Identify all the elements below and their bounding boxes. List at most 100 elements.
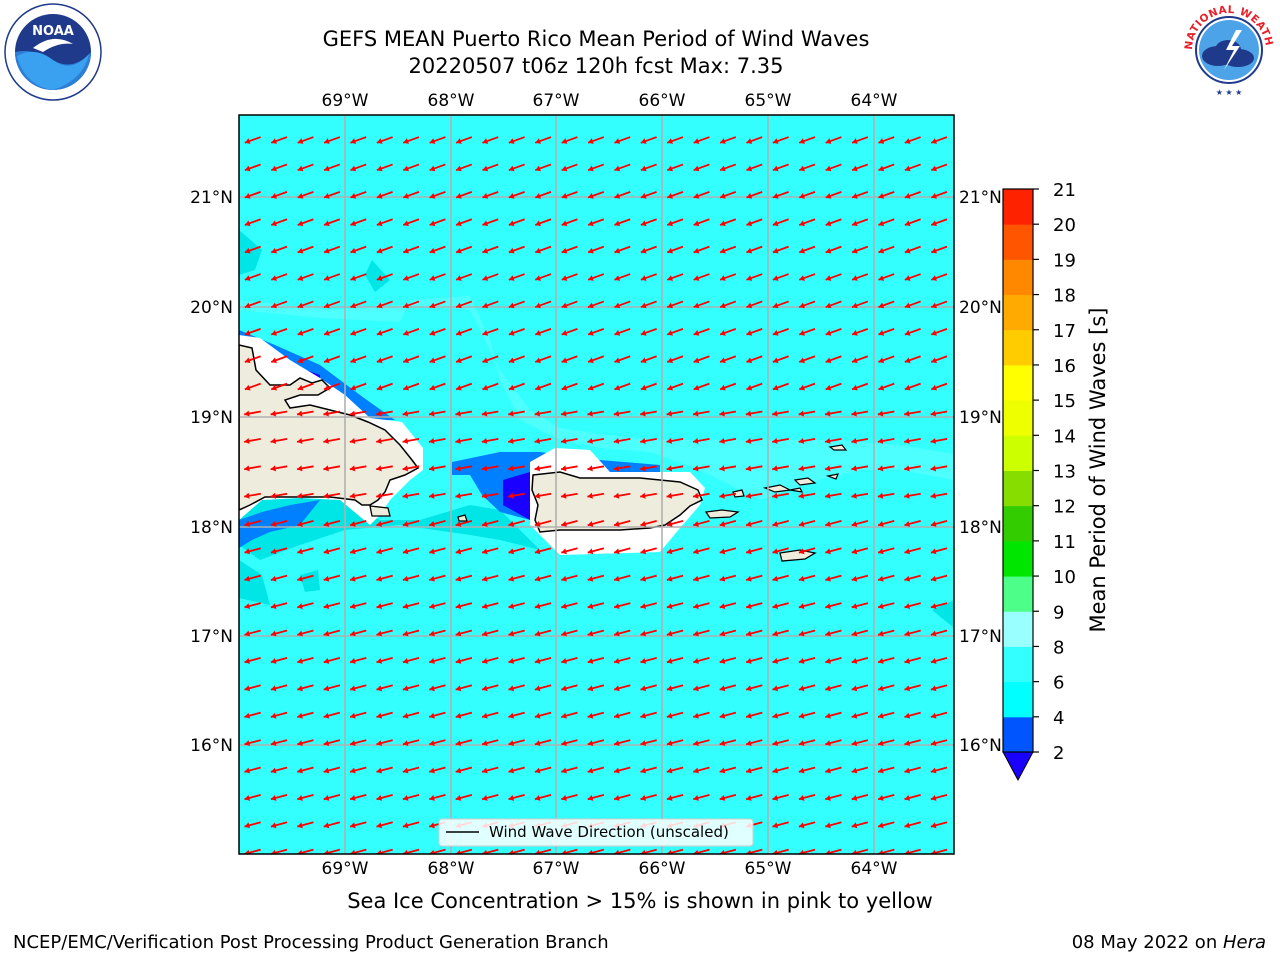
wave-vector-arrow [851,300,869,309]
wave-vector-arrow [455,492,473,499]
wave-vector-arrow [508,520,525,527]
wave-vector-arrow [481,410,499,417]
wave-vector-arrow [640,410,657,417]
wave-vector-arrow [349,602,367,610]
wave-band-dark [239,490,540,560]
wave-vector-arrow [798,520,816,527]
wave-vector-arrow [693,711,710,719]
wave-vector-arrow [692,438,710,444]
wave-vector-arrow [798,821,816,829]
wave-vector-arrow [323,766,341,774]
wave-vector-arrow [508,410,525,417]
lon-label-top: 67°W [533,91,580,111]
wave-vector-arrow [878,355,895,364]
wave-vector-arrow [561,327,578,336]
wave-vector-arrow [323,602,341,610]
wave-vector-arrow [455,657,473,664]
wave-vector-arrow [824,410,842,417]
wave-vector-arrow [376,355,393,364]
wave-vector-arrow [534,438,552,444]
wave-vector-arrow [745,602,763,610]
colorbar-label: Mean Period of Wind Waves [s] [1086,308,1110,633]
wave-vector-arrow [244,245,261,254]
wave-vector-arrow [508,136,525,144]
wave-vector-arrow [455,163,473,172]
wave-vector-arrow [534,629,552,637]
wave-vector-arrow [323,711,341,719]
wave-vector-arrow [587,684,605,692]
wave-vector-arrow [640,657,657,664]
wave-vector-arrow [904,547,921,555]
wave-vector-arrow [825,711,842,719]
wave-vector-arrow [772,711,789,719]
wave-vector-arrow [481,520,499,527]
lat-label-left: 19°N [190,408,233,428]
wave-vector-arrow [877,602,895,610]
wave-vector-arrow [693,382,710,391]
wave-vector-arrow [719,438,737,444]
wave-vector-arrow [560,492,578,499]
wave-vector-arrow [666,273,684,281]
wave-vector-arrow [825,273,842,281]
wave-vector-arrow [455,273,473,281]
wave-vector-arrow [719,163,737,172]
wave-vector-arrow [508,438,525,444]
wave-vector-arrow [323,629,341,637]
virgin-islands [732,444,848,498]
wave-vector-arrow [587,327,605,336]
wave-vector-arrow [297,136,314,144]
footer-host: Hera [1222,932,1266,953]
wave-vector-arrow [877,520,895,527]
wave-vector-arrow [930,190,948,199]
wave-vector-arrow [904,438,921,444]
wave-vector-arrow [587,410,605,417]
wave-vector-arrow [666,245,684,254]
wave-vector-arrow [640,794,657,801]
colorbar-tick-label: 6 [1053,673,1064,694]
wave-vector-arrow [323,547,341,555]
wave-vector-arrow [244,711,261,719]
wave-vector-arrow [323,300,341,309]
wave-vector-arrow [693,657,710,664]
wave-vector-arrow [613,684,631,692]
wave-vector-arrow [851,629,869,637]
wave-vector-arrow [666,574,684,582]
wave-vector-arrow [719,520,737,527]
wave-vector-arrow [614,190,631,199]
wave-vector-arrow [270,602,288,610]
wave-vector-arrow [244,410,261,417]
wave-vector-arrow [693,684,710,692]
wave-vector-arrow [376,465,393,472]
wave-vector-arrow [508,465,525,472]
wave-vector-arrow [640,136,657,144]
wave-vector-arrow [376,739,393,747]
wave-vector-arrow [798,629,816,637]
wave-vector-arrow [270,465,288,472]
wave-vector-arrow [482,273,499,281]
wave-vector-arrow [455,218,473,227]
wave-vector-arrow [798,492,816,499]
wave-vector-arrow [851,766,869,774]
wave-vector-arrow [904,355,921,364]
wave-vector-arrow [798,163,816,172]
wave-vector-arrow [482,190,499,199]
wave-vector-arrow [402,355,420,364]
wave-vector-arrow [825,739,842,747]
wave-vector-arrow [745,410,763,417]
wave-vector-arrow [693,520,710,527]
wave-vector-arrow [297,739,314,747]
lon-label-top: 65°W [745,91,792,111]
wave-vector-arrow [323,382,341,391]
wave-vector-arrow [693,739,710,747]
wave-vector-arrow [534,520,552,527]
wave-vector-arrow [930,438,948,444]
wave-vector-arrow [904,794,921,801]
wave-vector-arrow [482,327,499,336]
wave-vector-arrow [719,273,737,281]
wave-vector-arrow [429,163,446,172]
wave-vector-arrow [349,520,367,527]
wave-vector-arrow [693,327,710,336]
wave-vector-arrow [323,821,341,829]
wave-vector-arrow [851,327,869,336]
wave-vector-arrow [587,492,605,499]
